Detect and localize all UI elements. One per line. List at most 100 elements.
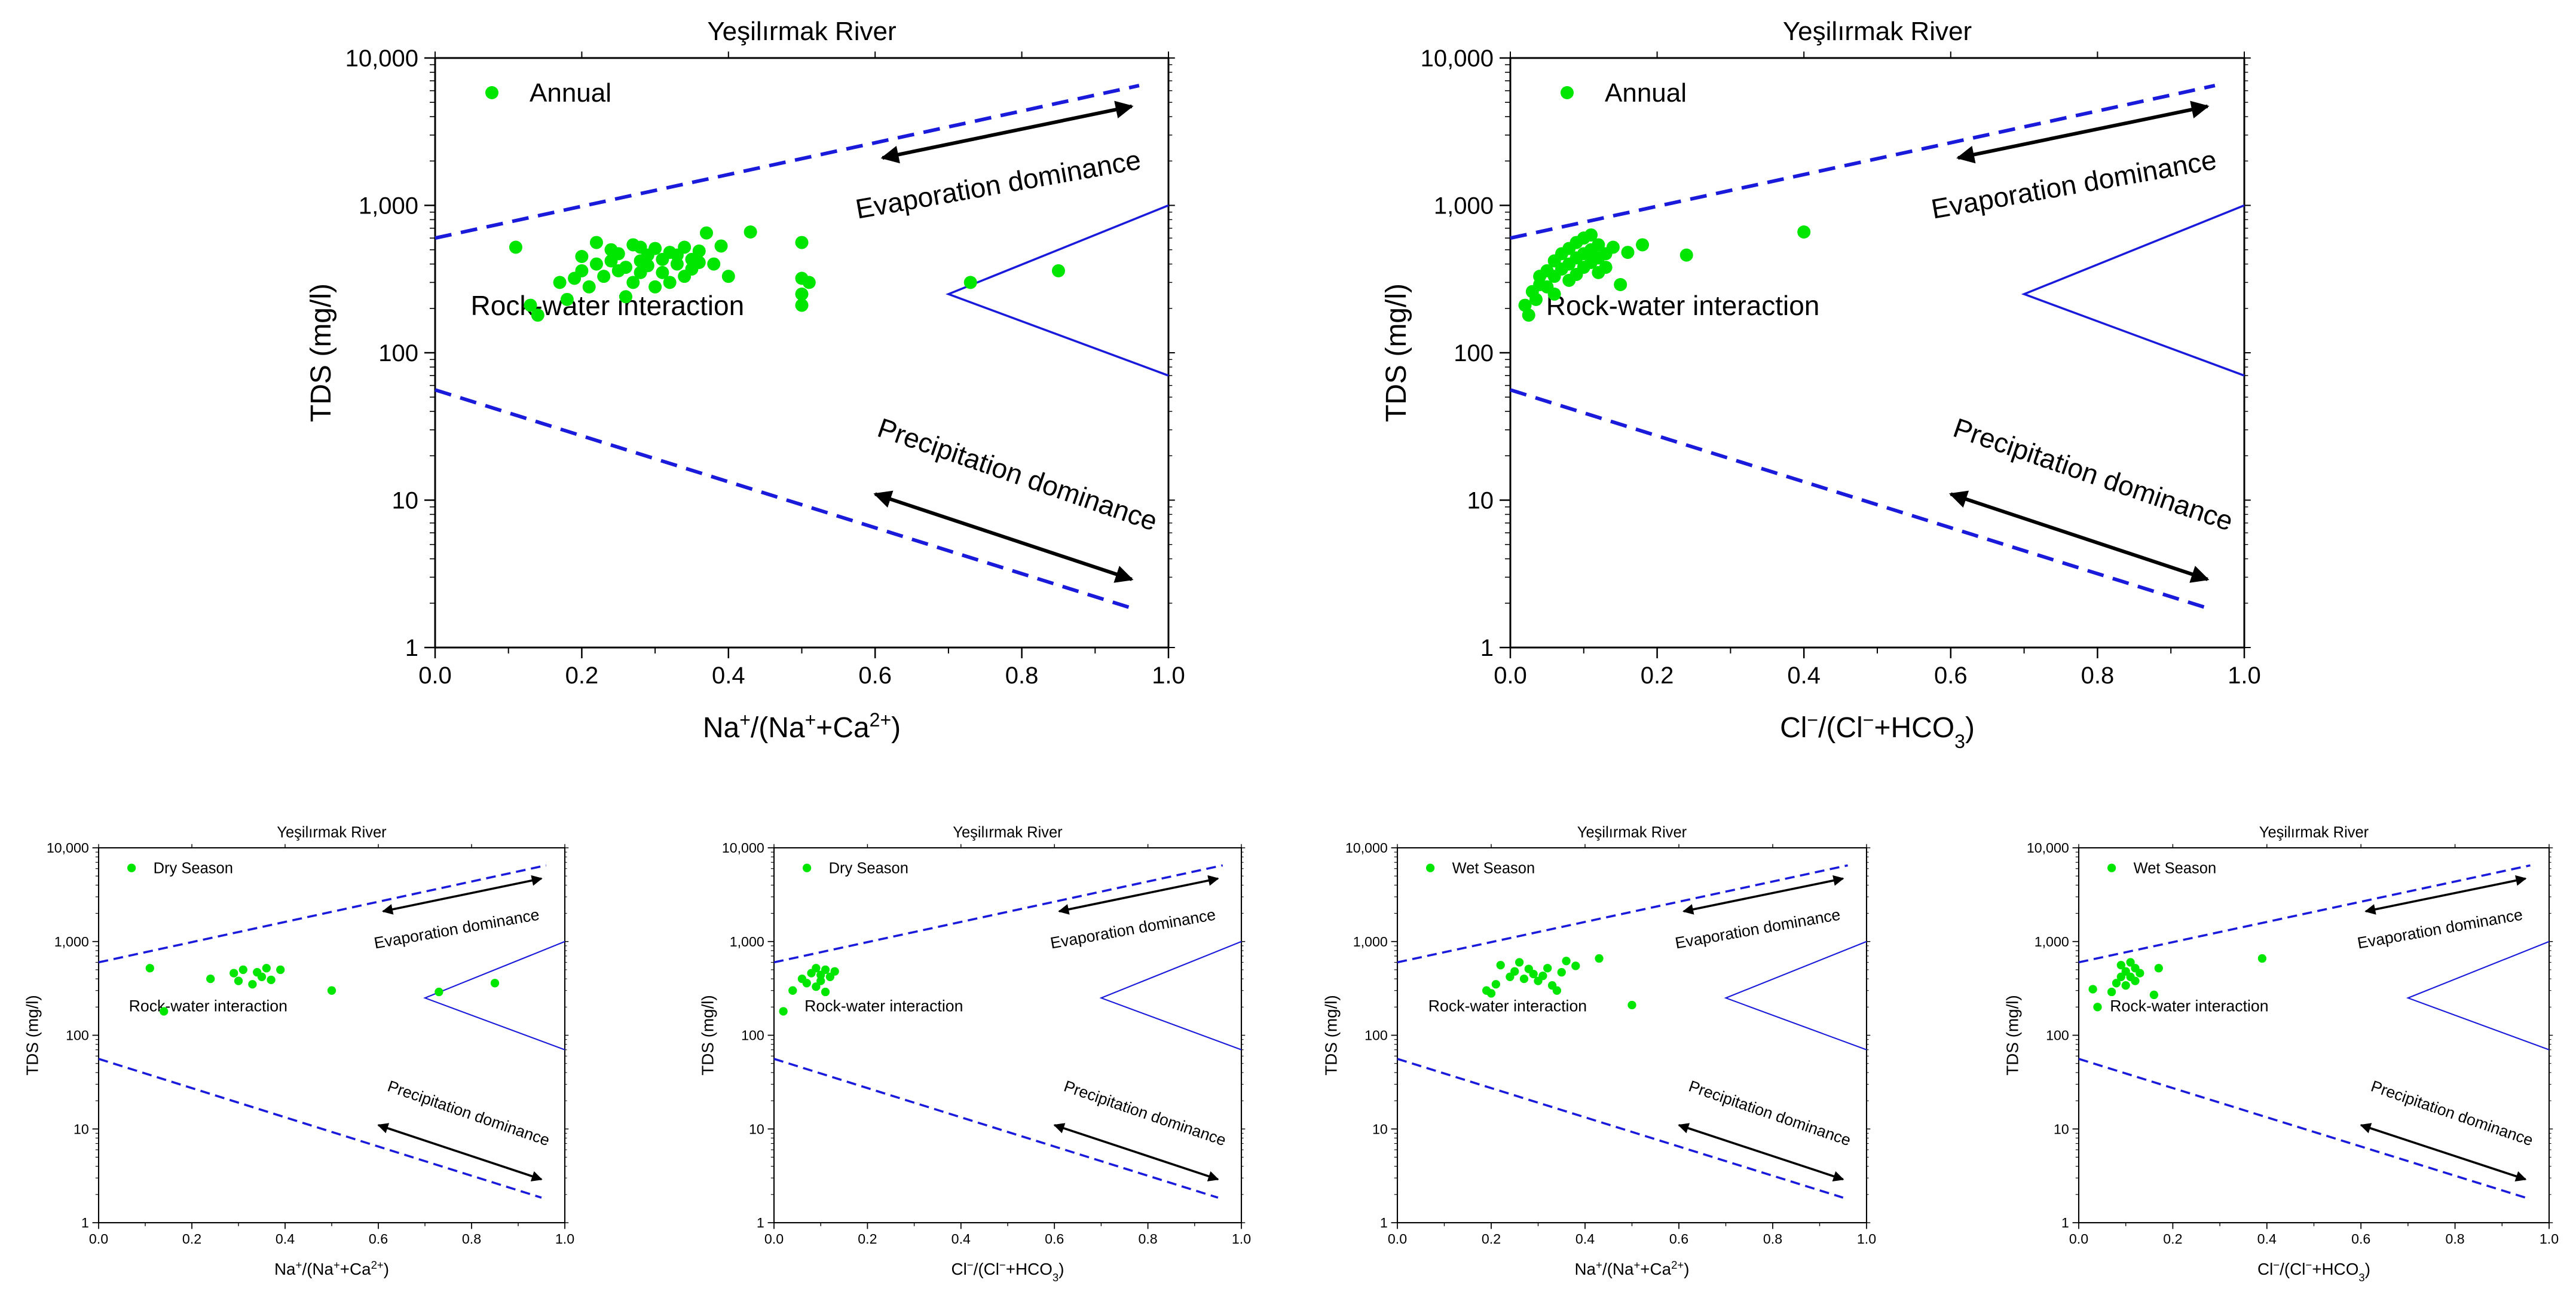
legend-label: Dry Season <box>154 860 233 877</box>
legend-marker <box>2107 863 2116 872</box>
data-point <box>509 240 522 254</box>
data-point <box>788 986 797 995</box>
data-point <box>830 967 839 976</box>
data-point <box>821 965 830 975</box>
y-tick-label: 1 <box>81 1215 89 1230</box>
y-tick-label: 1,000 <box>54 934 89 949</box>
data-point <box>1557 967 1566 977</box>
data-point <box>2112 979 2121 988</box>
precipitation-arrow <box>873 490 1134 583</box>
data-point <box>2131 976 2140 985</box>
x-tick-label: 0.0 <box>418 662 452 689</box>
y-tick-label: 100 <box>2046 1028 2069 1043</box>
x-tick-label: 0.0 <box>1494 662 1527 689</box>
x-tick-label: 0.8 <box>1763 1231 1782 1247</box>
x-tick-label: 0.4 <box>952 1231 971 1247</box>
x-tick-label: 0.6 <box>1669 1231 1688 1247</box>
x-axis-label: Na+/(Na++Ca2+) <box>1574 1259 1689 1279</box>
chart-panel-6: Yeşilırmak River 0.0 0.2 0.4 0.6 0.8 1.0 1 10 100… <box>2003 824 2559 1284</box>
precipitation-arrow <box>1678 1123 1844 1181</box>
legend-marker <box>802 863 812 872</box>
chart-title: Yeşilırmak River <box>277 824 387 841</box>
chart-panel-5: Yeşilırmak River 0.0 0.2 0.4 0.6 0.8 1.0 1 10 100… <box>1322 824 1877 1278</box>
data-point <box>327 986 336 995</box>
data-point <box>1529 969 1538 979</box>
data-point <box>597 270 611 283</box>
x-tick-label: 0.2 <box>1641 662 1674 689</box>
rock-water-wedge <box>946 204 1169 377</box>
precipitation-label: Precipitation dominance <box>386 1077 552 1149</box>
x-tick-label: 0.8 <box>1138 1231 1157 1247</box>
data-point <box>575 249 589 263</box>
data-point <box>2149 990 2159 1000</box>
data-point <box>2121 981 2130 990</box>
data-point <box>262 964 271 973</box>
data-point <box>1522 309 1535 322</box>
chart-panel-4: Yeşilırmak River 0.0 0.2 0.4 0.6 0.8 1.0 1 10 100… <box>699 824 1252 1284</box>
data-point <box>589 257 603 271</box>
data-point <box>1543 964 1552 973</box>
data-point <box>1595 954 1604 963</box>
plot-frame <box>434 57 1170 649</box>
rock-water-wedge <box>1099 940 1242 1051</box>
y-tick-label: 10,000 <box>47 840 89 856</box>
upper-boundary-line <box>2078 864 2531 964</box>
x-tick-label: 0.8 <box>2445 1231 2464 1247</box>
data-point <box>230 969 238 978</box>
x-tick-label: 0.4 <box>1575 1231 1595 1247</box>
x-tick-label: 0.8 <box>2081 662 2115 689</box>
rock-water-wedge <box>423 940 565 1051</box>
data-point <box>1518 298 1532 312</box>
x-tick-label: 1.0 <box>1232 1231 1251 1247</box>
data-point <box>707 257 721 271</box>
plot-frame <box>97 847 566 1224</box>
rock-water-label: Rock-water interaction <box>2110 997 2268 1015</box>
x-axis-label: Cl−/(Cl−+HCO3) <box>2257 1259 2370 1284</box>
precipitation-label: Precipitation dominance <box>874 412 1161 537</box>
data-point <box>714 239 728 253</box>
upper-boundary-line <box>1397 864 1848 964</box>
data-point <box>1797 225 1811 239</box>
data-point <box>560 292 574 306</box>
data-point <box>648 280 662 294</box>
data-point <box>1606 240 1620 254</box>
data-point <box>670 257 684 271</box>
data-point <box>1679 248 1693 262</box>
lower-boundary-line <box>2078 1058 2526 1199</box>
data-point <box>744 225 757 239</box>
y-tick-label: 10,000 <box>1421 45 1494 72</box>
x-tick-label: 0.0 <box>1388 1231 1407 1247</box>
upper-boundary-line <box>98 864 547 964</box>
y-tick-label: 10 <box>1467 488 1494 514</box>
rock-water-label: Rock-water interaction <box>804 997 963 1015</box>
data-point <box>1599 261 1613 274</box>
evaporation-label: Evaporation dominance <box>1674 905 1841 952</box>
legend-marker <box>127 863 136 872</box>
y-axis-label: TDS (mg/l) <box>699 995 717 1076</box>
data-point <box>1547 287 1561 301</box>
data-point <box>1627 1000 1636 1010</box>
data-point <box>435 987 443 997</box>
plot-frame <box>2078 847 2550 1224</box>
data-point <box>2093 1003 2102 1012</box>
data-point <box>641 259 654 273</box>
data-point <box>248 980 257 989</box>
data-point <box>663 276 677 289</box>
data-point <box>1552 986 1562 995</box>
x-tick-label: 0.6 <box>369 1231 388 1247</box>
x-tick-label: 0.2 <box>182 1231 201 1247</box>
data-point <box>1486 989 1496 998</box>
data-point <box>1584 228 1598 242</box>
x-tick-label: 0.6 <box>1934 662 1968 689</box>
plot-frame <box>773 847 1243 1224</box>
legend-label: Dry Season <box>829 860 908 877</box>
legend-label: Annual <box>530 78 611 108</box>
rock-water-label: Rock-water interaction <box>1428 997 1587 1015</box>
data-point <box>812 982 821 991</box>
x-axis-label: Na+/(Na++Ca2+) <box>703 709 901 744</box>
precipitation-label: Precipitation dominance <box>2369 1077 2535 1149</box>
data-point <box>619 290 633 304</box>
x-tick-label: 0.0 <box>89 1231 108 1247</box>
y-tick-label: 1,000 <box>730 934 764 949</box>
precipitation-label: Precipitation dominance <box>1687 1077 1853 1149</box>
